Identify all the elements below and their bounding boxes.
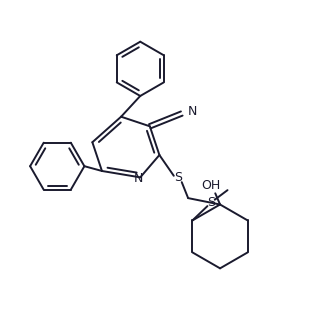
Text: S: S	[175, 171, 183, 184]
Text: N: N	[187, 105, 197, 118]
Text: OH: OH	[201, 179, 220, 192]
Text: N: N	[134, 172, 143, 185]
Text: S: S	[208, 196, 215, 209]
